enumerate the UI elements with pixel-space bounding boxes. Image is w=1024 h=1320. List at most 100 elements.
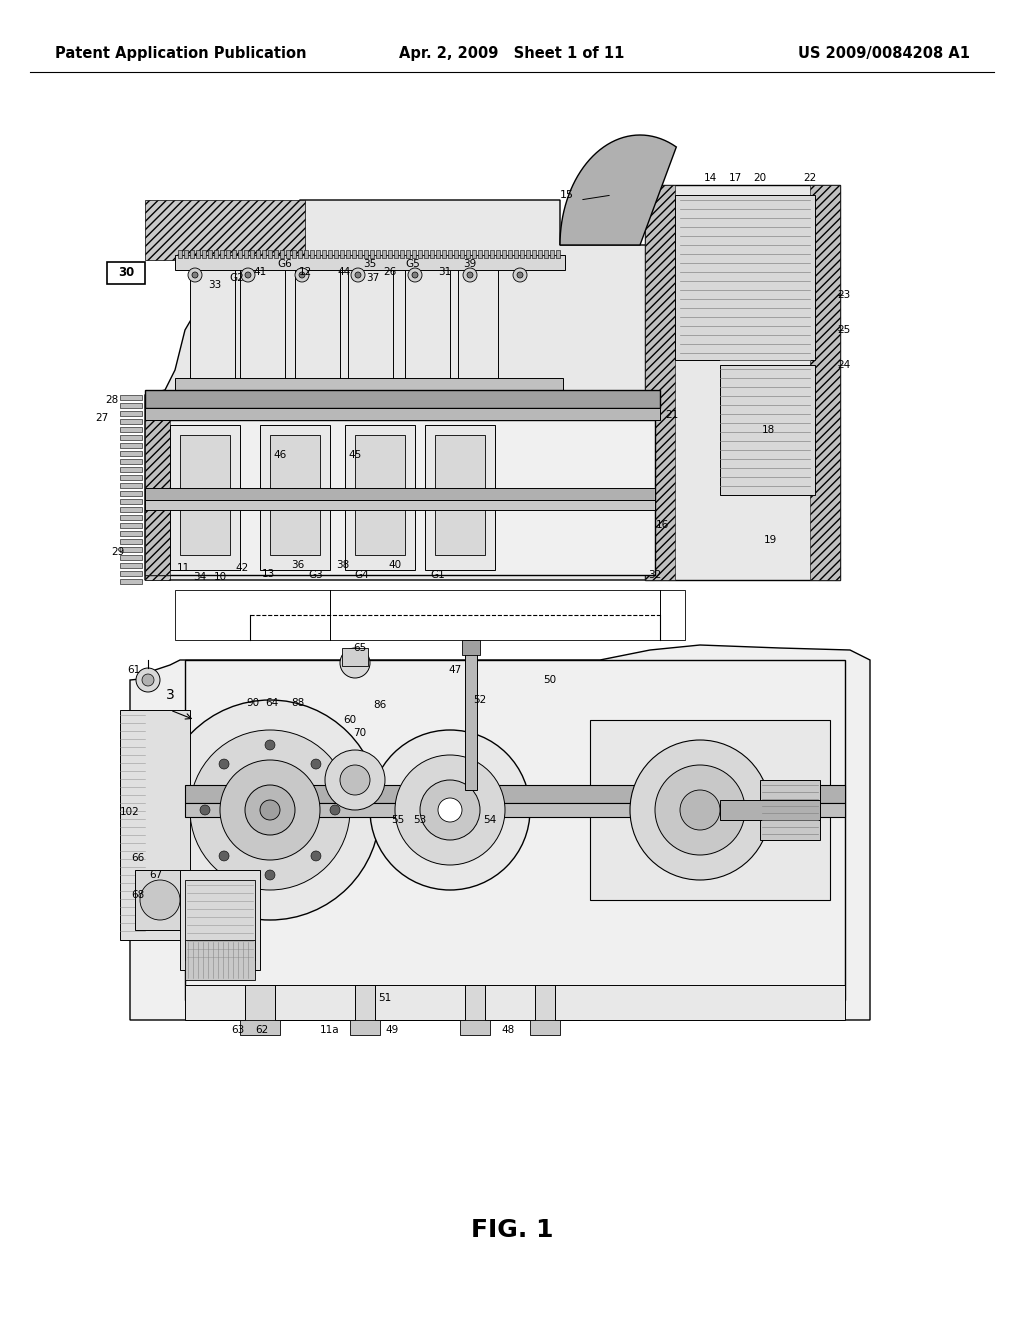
Text: 42: 42	[236, 564, 249, 573]
Bar	[310, 249, 314, 257]
Text: 31: 31	[438, 267, 452, 277]
Text: 25: 25	[838, 325, 851, 335]
Bar	[180, 436, 230, 490]
Bar	[418, 249, 422, 257]
Bar	[484, 249, 488, 257]
Bar	[120, 572, 142, 576]
Text: 33: 33	[208, 280, 221, 290]
Bar	[120, 444, 142, 447]
Circle shape	[190, 730, 350, 890]
Bar	[260, 425, 330, 570]
Circle shape	[351, 268, 365, 282]
Circle shape	[355, 272, 361, 279]
Text: 102: 102	[120, 807, 140, 817]
Bar	[370, 249, 374, 257]
Text: 13: 13	[261, 569, 274, 579]
Bar	[465, 985, 485, 1030]
Bar	[120, 459, 142, 465]
Bar	[120, 395, 142, 400]
Text: 11a: 11a	[321, 1026, 340, 1035]
Bar	[145, 408, 660, 420]
Bar	[502, 249, 506, 257]
Text: 41: 41	[253, 267, 266, 277]
Bar	[202, 249, 206, 257]
Bar	[120, 467, 142, 473]
Text: 40: 40	[388, 560, 401, 570]
Bar	[532, 249, 536, 257]
Bar	[382, 249, 386, 257]
Text: 48: 48	[502, 1026, 515, 1035]
Text: FIG. 1: FIG. 1	[471, 1218, 553, 1242]
Circle shape	[330, 805, 340, 814]
Bar	[530, 1020, 560, 1035]
Circle shape	[420, 780, 480, 840]
Bar	[232, 249, 236, 257]
Bar	[645, 185, 675, 579]
Circle shape	[241, 268, 255, 282]
Circle shape	[680, 789, 720, 830]
Bar	[120, 539, 142, 544]
Bar	[270, 436, 319, 490]
Circle shape	[438, 799, 462, 822]
Bar	[106, 261, 145, 284]
Text: 67: 67	[148, 870, 162, 880]
Circle shape	[370, 730, 530, 890]
Bar	[298, 249, 302, 257]
Bar	[185, 660, 845, 1001]
Text: 24: 24	[838, 360, 851, 370]
Circle shape	[630, 741, 770, 880]
Bar	[535, 985, 555, 1030]
Text: 55: 55	[391, 814, 404, 825]
Bar	[220, 249, 224, 257]
Text: 23: 23	[838, 290, 851, 300]
Bar	[496, 249, 500, 257]
Bar	[526, 249, 530, 257]
Text: 60: 60	[343, 715, 356, 725]
Text: G2: G2	[229, 273, 245, 282]
Circle shape	[260, 800, 280, 820]
Circle shape	[412, 272, 418, 279]
Bar	[514, 249, 518, 257]
Text: 49: 49	[385, 1026, 398, 1035]
Bar	[178, 249, 182, 257]
Bar	[120, 554, 142, 560]
Circle shape	[408, 268, 422, 282]
Text: Patent Application Publication: Patent Application Publication	[55, 46, 306, 61]
Circle shape	[299, 272, 305, 279]
Bar	[274, 249, 278, 257]
Bar	[334, 249, 338, 257]
Circle shape	[136, 668, 160, 692]
Bar	[478, 249, 482, 257]
Bar	[520, 249, 524, 257]
Bar	[196, 249, 200, 257]
Polygon shape	[145, 201, 650, 579]
Bar	[442, 249, 446, 257]
Circle shape	[372, 488, 388, 506]
Bar	[350, 1020, 380, 1035]
Bar	[435, 500, 485, 554]
Text: 50: 50	[544, 675, 557, 685]
Text: 20: 20	[754, 173, 767, 183]
Bar	[538, 249, 542, 257]
Text: 26: 26	[383, 267, 396, 277]
Bar	[394, 249, 398, 257]
Text: 86: 86	[374, 700, 387, 710]
Bar	[406, 265, 450, 380]
Text: 64: 64	[265, 698, 279, 708]
Text: 19: 19	[763, 535, 776, 545]
Bar	[760, 780, 820, 840]
Circle shape	[452, 488, 468, 506]
Bar	[286, 249, 290, 257]
Bar	[120, 403, 142, 408]
Bar	[190, 265, 234, 380]
Bar	[458, 265, 498, 380]
Circle shape	[295, 268, 309, 282]
Bar	[345, 425, 415, 570]
Bar	[406, 249, 410, 257]
Bar	[180, 870, 260, 970]
Circle shape	[140, 880, 180, 920]
Circle shape	[193, 272, 198, 279]
Bar	[120, 451, 142, 455]
Bar	[472, 249, 476, 257]
Bar	[449, 249, 452, 257]
